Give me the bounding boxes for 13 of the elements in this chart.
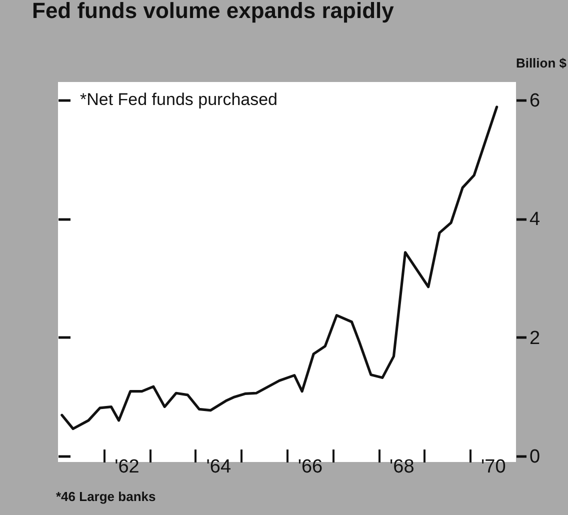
y-tick-label: 2 (530, 328, 540, 349)
x-tick-label: '64 (206, 456, 232, 478)
y-tick-label: 4 (530, 209, 540, 230)
y-tick-label: 6 (530, 90, 540, 112)
chart-title: Fed funds volume expands rapidly (32, 0, 395, 23)
text: *46 Large banks (56, 489, 156, 504)
x-tick-label: '66 (298, 456, 323, 478)
annotation: *Net Fed funds purchased (80, 90, 278, 109)
x-tick-label: '62 (114, 456, 140, 478)
y-tick-label: 0 (530, 446, 540, 468)
x-tick-label: '70 (481, 456, 506, 478)
y-axis-title: Billion $ (516, 56, 568, 70)
x-tick-label: '68 (389, 456, 414, 478)
